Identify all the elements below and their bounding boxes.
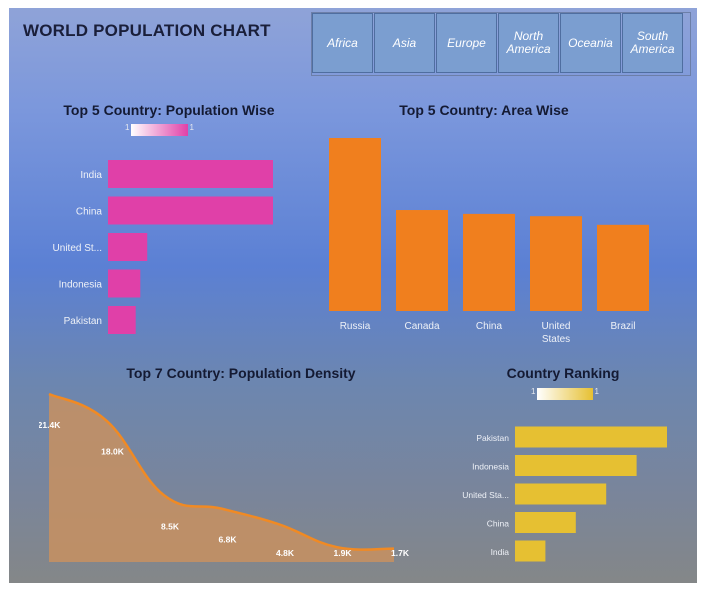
area-bar	[597, 224, 649, 311]
density-data-label: 1.7K	[391, 548, 410, 558]
area-bar-chart: Russia Canada China United States Brazil	[329, 138, 649, 345]
density-area-chart: 21.4K 18.0K 8.5K 6.8K 4.8K 1.9K 1.7K	[39, 392, 410, 562]
population-label: India	[80, 170, 102, 181]
population-bar	[108, 160, 273, 188]
area-chart-title: Top 5 Country: Area Wise	[399, 102, 569, 118]
slicer-north-america[interactable]: North America	[498, 13, 559, 73]
ranking-color-legend: 1 1	[531, 387, 599, 400]
population-bar	[108, 269, 141, 298]
density-data-label: 18.0K	[101, 447, 125, 457]
slicer-south-america[interactable]: South America	[622, 13, 683, 73]
ranking-label: Pakistan	[476, 433, 509, 443]
ranking-bar	[515, 483, 607, 505]
population-label: Pakistan	[64, 316, 102, 327]
slicer-africa[interactable]: Africa	[312, 13, 373, 73]
area-axis-label: China	[476, 321, 503, 332]
area-axis-label: Russia	[340, 321, 371, 332]
population-label: Indonesia	[59, 280, 103, 291]
density-data-label: 4.8K	[276, 548, 295, 558]
density-area-fill	[49, 394, 394, 562]
population-bar	[108, 196, 273, 225]
density-data-label: 8.5K	[161, 521, 180, 531]
area-axis-label: Canada	[404, 321, 439, 332]
population-label: China	[76, 207, 103, 218]
dashboard-canvas: WORLD POPULATION CHART Africa Asia Europ…	[9, 8, 697, 583]
density-data-label: 21.4K	[39, 420, 61, 430]
area-bar	[530, 216, 582, 311]
continent-slicer: Africa Asia Europe North America Oceania…	[311, 12, 691, 76]
ranking-bar-chart: Pakistan Indonesia United Sta... China India	[462, 426, 667, 562]
ranking-bar	[515, 426, 667, 448]
population-color-legend: 1 1	[125, 123, 194, 136]
density-chart-title: Top 7 Country: Population Density	[126, 365, 356, 381]
population-label: United St...	[53, 243, 102, 254]
area-bar	[329, 138, 381, 311]
population-legend-min: 1	[125, 123, 130, 132]
area-axis-label: Brazil	[610, 321, 635, 332]
area-axis-label: United States	[542, 321, 571, 345]
population-legend-max: 1	[189, 123, 194, 132]
ranking-label: Indonesia	[472, 462, 509, 472]
population-bar	[108, 306, 136, 334]
ranking-label: United Sta...	[462, 490, 509, 500]
ranking-chart-title: Country Ranking	[506, 365, 620, 381]
population-bar	[108, 233, 148, 261]
slicer-europe[interactable]: Europe	[436, 13, 497, 73]
population-chart-title: Top 5 Country: Population Wise	[63, 102, 275, 118]
page-title: WORLD POPULATION CHART	[23, 21, 271, 40]
slicer-oceania[interactable]: Oceania	[560, 13, 621, 73]
population-bar-chart: India China United St... Indonesia Pakistan	[53, 160, 273, 334]
area-bar	[463, 213, 515, 311]
ranking-label: India	[491, 547, 510, 557]
density-data-label: 1.9K	[334, 548, 353, 558]
density-data-label: 6.8K	[219, 535, 238, 545]
ranking-legend-max: 1	[594, 387, 599, 396]
slicer-asia[interactable]: Asia	[374, 13, 435, 73]
area-bar	[396, 210, 448, 311]
density-line	[48, 392, 395, 551]
ranking-bar	[515, 512, 576, 533]
ranking-label: China	[487, 519, 509, 529]
ranking-legend-min: 1	[531, 387, 536, 396]
ranking-bar	[515, 540, 546, 562]
ranking-bar	[515, 455, 637, 476]
